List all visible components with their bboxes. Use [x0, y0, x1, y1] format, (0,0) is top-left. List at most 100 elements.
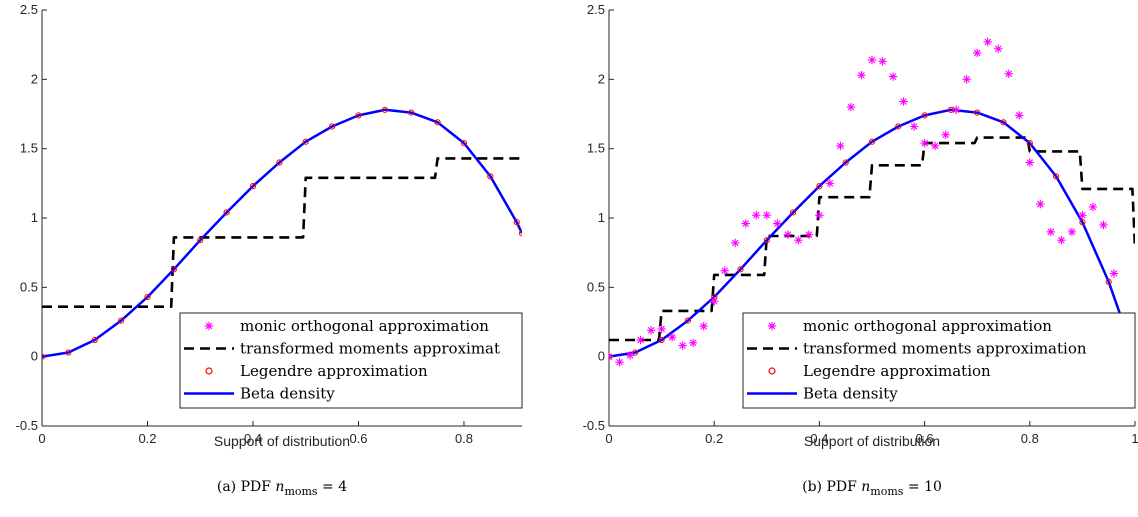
legendre-point — [974, 109, 981, 116]
legend-item-4: Beta density — [747, 385, 898, 403]
x-tick-label: 0.2 — [705, 431, 723, 446]
legendre-point — [118, 317, 125, 324]
legend-box — [742, 312, 1136, 409]
series-transformed-moments-approximation — [609, 136, 1135, 342]
monic-point — [667, 333, 677, 342]
x-axis-label: Support of distribution — [804, 433, 940, 449]
legendre-point — [249, 183, 257, 190]
panel-caption: (b) PDF nmoms = 10 — [802, 479, 942, 498]
plot-area — [42, 106, 522, 360]
legendre-point — [91, 336, 98, 344]
legendre-point — [1026, 140, 1033, 147]
legendre-point — [1000, 119, 1007, 126]
series-beta-density — [42, 108, 522, 358]
x-tick-label: 0.6 — [349, 431, 367, 446]
x-tick-label: 0.8 — [455, 431, 473, 446]
legendre-point — [408, 109, 415, 116]
legendre-point — [329, 123, 336, 130]
plot-area — [609, 37, 1135, 378]
legend-item-3: Legendre approximation — [768, 362, 991, 380]
monic-point — [741, 219, 750, 228]
monic-point — [688, 338, 698, 347]
legendre-point — [302, 138, 309, 145]
legendre-point — [763, 237, 770, 244]
monic-point — [941, 130, 950, 139]
monic-point — [1109, 269, 1119, 278]
legend-label: transformed moments approximat — [240, 340, 500, 358]
legend-box — [179, 312, 523, 409]
legendre-point — [355, 112, 362, 119]
y-tick-label: 0.5 — [20, 279, 38, 294]
legend-label: monic orthogonal approximation — [803, 317, 1052, 335]
x-tick-label: 0.4 — [810, 431, 828, 446]
monic-point — [1004, 69, 1013, 78]
monic-point — [878, 57, 887, 66]
series-monic-orthogonal-approximation — [609, 37, 1135, 378]
legendre-point — [658, 336, 665, 344]
legendre-point — [381, 106, 388, 113]
monic-point — [1088, 202, 1098, 212]
y-tick-label: 2.5 — [587, 2, 605, 17]
legend: monic orthogonal approximation transforme… — [742, 312, 1136, 409]
legend-item-4: Beta density — [184, 385, 335, 403]
monic-point — [710, 297, 719, 306]
monic-point — [609, 352, 614, 361]
y-tick-label: 0 — [598, 349, 605, 364]
legendre-point — [921, 112, 928, 119]
series-transformed-moments-approximation — [42, 157, 522, 309]
series-transformed-moments-approximation-line — [609, 136, 1135, 342]
legend-label: Legendre approximation — [803, 362, 991, 380]
monic-point — [646, 326, 656, 335]
monic-point — [867, 55, 877, 65]
monic-point — [699, 321, 708, 331]
monic-point — [1036, 199, 1045, 209]
legendre-point — [737, 266, 744, 273]
legendre-point — [1079, 219, 1086, 226]
y-tick-label: -0.5 — [583, 418, 605, 433]
series-legendre-approximation — [42, 106, 522, 360]
monic-point — [731, 238, 740, 248]
monic-point — [615, 358, 624, 367]
x-tick-label: 0.2 — [138, 431, 156, 446]
legendre-point — [790, 209, 797, 216]
y-tick-label: 1 — [31, 210, 38, 225]
monic-point — [846, 102, 856, 112]
monic-point — [920, 138, 929, 148]
monic-point — [930, 141, 940, 151]
legend-item-1: monic orthogonal approximation — [204, 317, 489, 335]
panel-caption: (a) PDF nmoms = 4 — [217, 479, 347, 498]
legendre-point — [223, 209, 230, 216]
monic-point — [973, 48, 982, 58]
legendre-point — [1053, 173, 1060, 180]
monic-point — [1078, 211, 1087, 220]
monic-point — [857, 70, 866, 80]
y-tick-label: 1.5 — [587, 141, 605, 156]
monic-point — [678, 341, 687, 350]
legendre-point — [684, 317, 692, 324]
legendre-point — [518, 230, 522, 237]
monic-point — [1067, 227, 1077, 237]
monic-point — [1046, 227, 1056, 237]
monic-point — [762, 211, 771, 220]
y-tick-label: -0.5 — [16, 418, 38, 433]
legendre-point — [42, 353, 46, 360]
legend-swatch-circle — [768, 367, 776, 375]
series-transformed-moments-approximation-line — [42, 157, 522, 309]
legendre-point — [1105, 278, 1112, 285]
monic-point — [909, 122, 919, 131]
legend-swatch-star — [767, 321, 777, 331]
y-tick-label: 1.5 — [20, 141, 38, 156]
monic-point — [1025, 158, 1034, 167]
legend: monic orthogonal approximation transforme… — [179, 312, 523, 409]
monic-point — [962, 75, 971, 84]
monic-point — [899, 97, 908, 106]
monic-point — [625, 351, 635, 360]
legendre-point — [144, 293, 151, 301]
legend-label: Legendre approximation — [240, 362, 428, 380]
monic-point — [836, 141, 845, 151]
legend-item-2: transformed moments approximation — [747, 340, 1087, 358]
legend-item-3: Legendre approximation — [205, 362, 428, 380]
legendre-point — [197, 237, 204, 244]
